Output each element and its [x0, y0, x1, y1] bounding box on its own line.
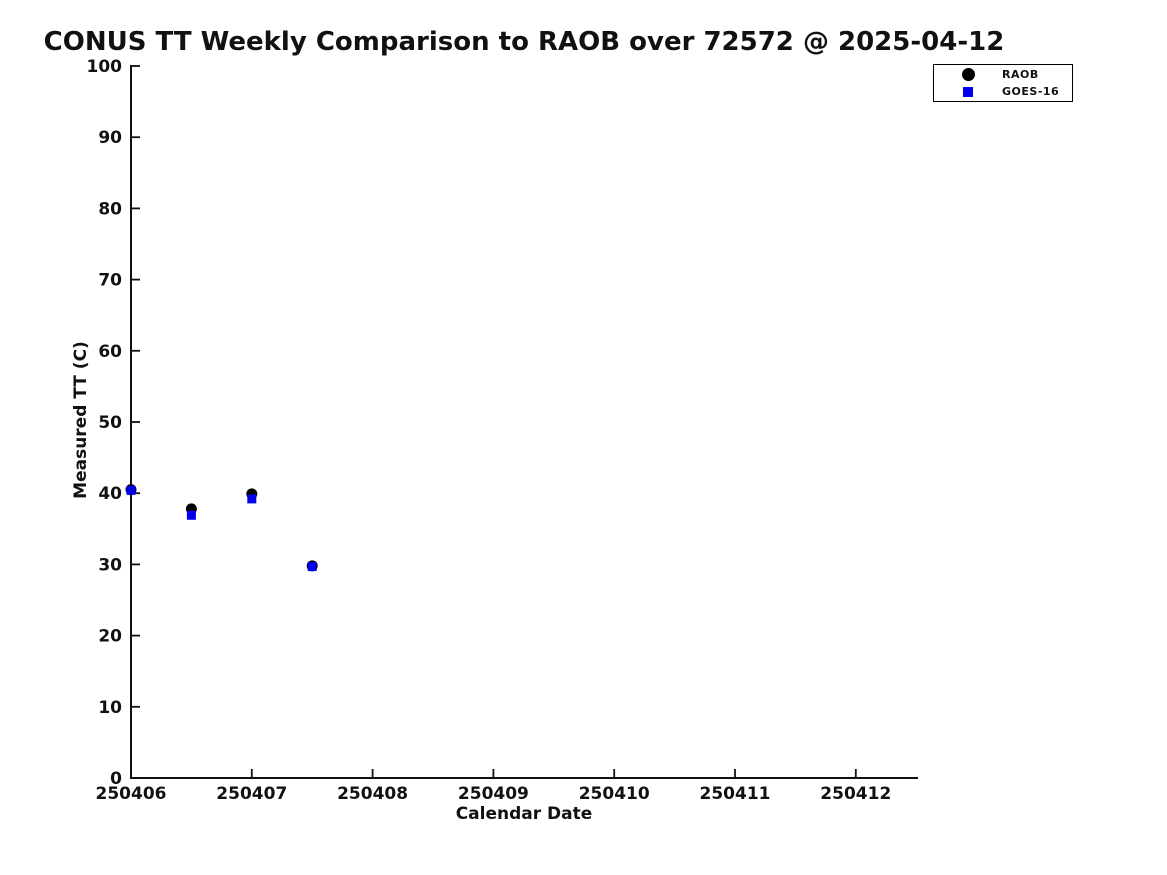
y-tick-label: 0	[110, 769, 122, 789]
data-point-goes-16	[126, 485, 136, 495]
y-tick-label: 10	[98, 698, 122, 718]
x-tick-label: 250409	[458, 784, 529, 804]
chart-title: CONUS TT Weekly Comparison to RAOB over …	[43, 27, 1005, 57]
x-tick-label: 250412	[820, 784, 891, 804]
y-tick-label: 90	[98, 128, 122, 148]
x-tick-label: 250411	[700, 784, 771, 804]
x-tick-label: 250407	[216, 784, 287, 804]
raob-circle-marker-icon	[961, 67, 975, 81]
x-tick-label: 250406	[96, 784, 167, 804]
y-tick-label: 20	[98, 627, 122, 647]
y-tick-label: 70	[98, 271, 122, 291]
data-point-goes-16	[186, 510, 196, 520]
legend: RAOB GOES-16	[933, 64, 1073, 102]
y-tick-label: 100	[87, 57, 123, 77]
goes16-square-marker-icon	[963, 86, 973, 97]
y-tick-label: 30	[98, 555, 122, 575]
legend-label-goes16: GOES-16	[1002, 85, 1060, 99]
legend-item-raob: RAOB	[934, 66, 1072, 83]
x-tick-label: 250408	[337, 784, 408, 804]
data-point-goes-16	[307, 562, 317, 572]
axes-spines	[130, 65, 918, 779]
x-axis-label: Calendar Date	[455, 804, 593, 824]
legend-item-goes16: GOES-16	[934, 83, 1072, 100]
legend-label-raob: RAOB	[1002, 67, 1039, 81]
y-tick-label: 40	[98, 484, 122, 504]
y-tick-label: 60	[98, 342, 122, 362]
data-point-goes-16	[247, 494, 257, 504]
y-tick-label: 50	[98, 413, 122, 433]
y-tick-label: 80	[98, 199, 122, 219]
x-tick-label: 250410	[579, 784, 650, 804]
